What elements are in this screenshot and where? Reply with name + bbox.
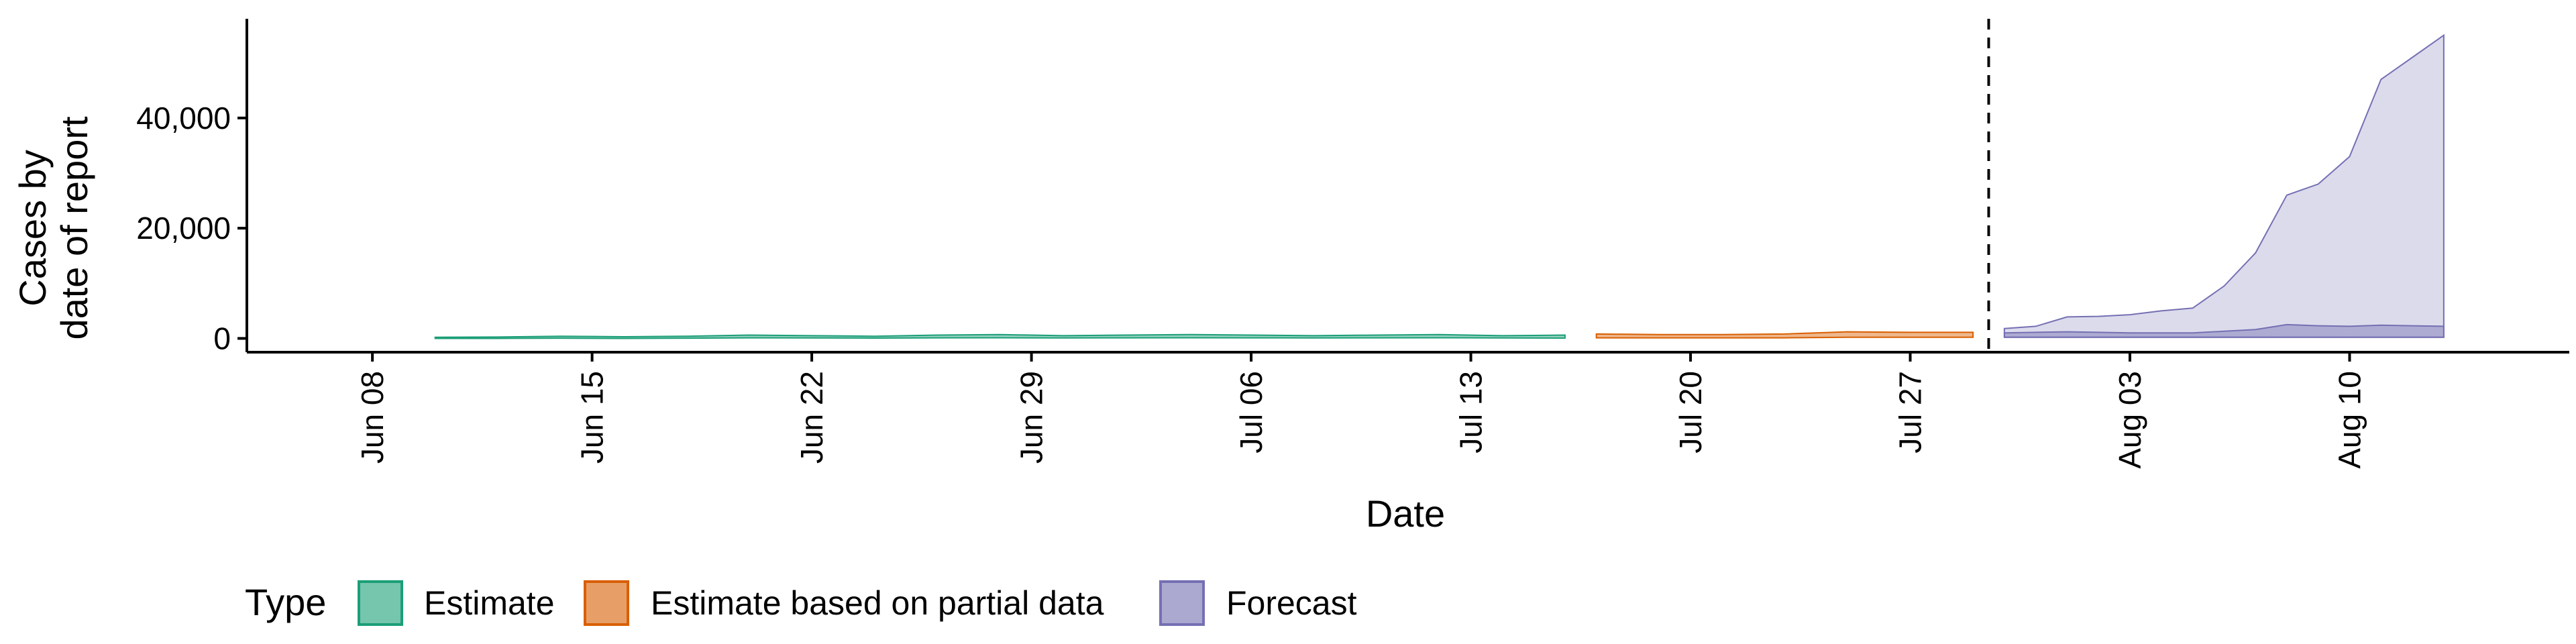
x-axis-title: Date xyxy=(1366,492,1445,535)
x-tick-label: Jul 06 xyxy=(1234,371,1269,453)
y-tick-label: 40,000 xyxy=(136,101,231,136)
y-tick-label: 0 xyxy=(213,321,231,356)
plot-areas xyxy=(434,34,2445,339)
x-tick-label: Jun 08 xyxy=(355,371,390,464)
x-tick-label: Aug 03 xyxy=(2112,371,2147,469)
legend: Type Estimate Estimate based on partial … xyxy=(245,580,1357,626)
area-estimate-partial xyxy=(1595,331,1974,339)
legend-key-partial xyxy=(584,580,629,626)
y-axis-title-line2: date of report xyxy=(53,116,95,340)
x-tick-label: Jul 27 xyxy=(1893,371,1928,453)
area-forecast-inner xyxy=(2003,323,2445,338)
legend-key-estimate xyxy=(358,580,403,626)
legend-title: Type xyxy=(245,581,326,623)
legend-label-forecast: Forecast xyxy=(1226,584,1357,622)
x-tick-label: Jun 29 xyxy=(1014,371,1049,464)
y-axis-ticks: 0 20,000 40,000 xyxy=(136,101,247,356)
x-tick-label: Jul 20 xyxy=(1673,371,1708,453)
x-tick-label: Aug 10 xyxy=(2332,371,2367,469)
legend-key-forecast xyxy=(1159,580,1205,626)
area-forecast xyxy=(2003,34,2445,338)
y-tick-label: 20,000 xyxy=(136,211,231,246)
area-estimate xyxy=(434,333,1566,339)
legend-label-partial: Estimate based on partial data xyxy=(651,584,1104,622)
x-axis-ticks: Jun 08 Jun 15 Jun 22 Jun 29 Jul 06 Jul 13 Jul … xyxy=(355,352,2367,469)
x-tick-label: Jun 22 xyxy=(794,371,829,464)
legend-label-estimate: Estimate xyxy=(424,584,555,622)
x-tick-label: Jul 13 xyxy=(1454,371,1489,453)
x-tick-label: Jun 15 xyxy=(575,371,610,464)
y-axis-title-line1: Cases by xyxy=(11,150,54,306)
